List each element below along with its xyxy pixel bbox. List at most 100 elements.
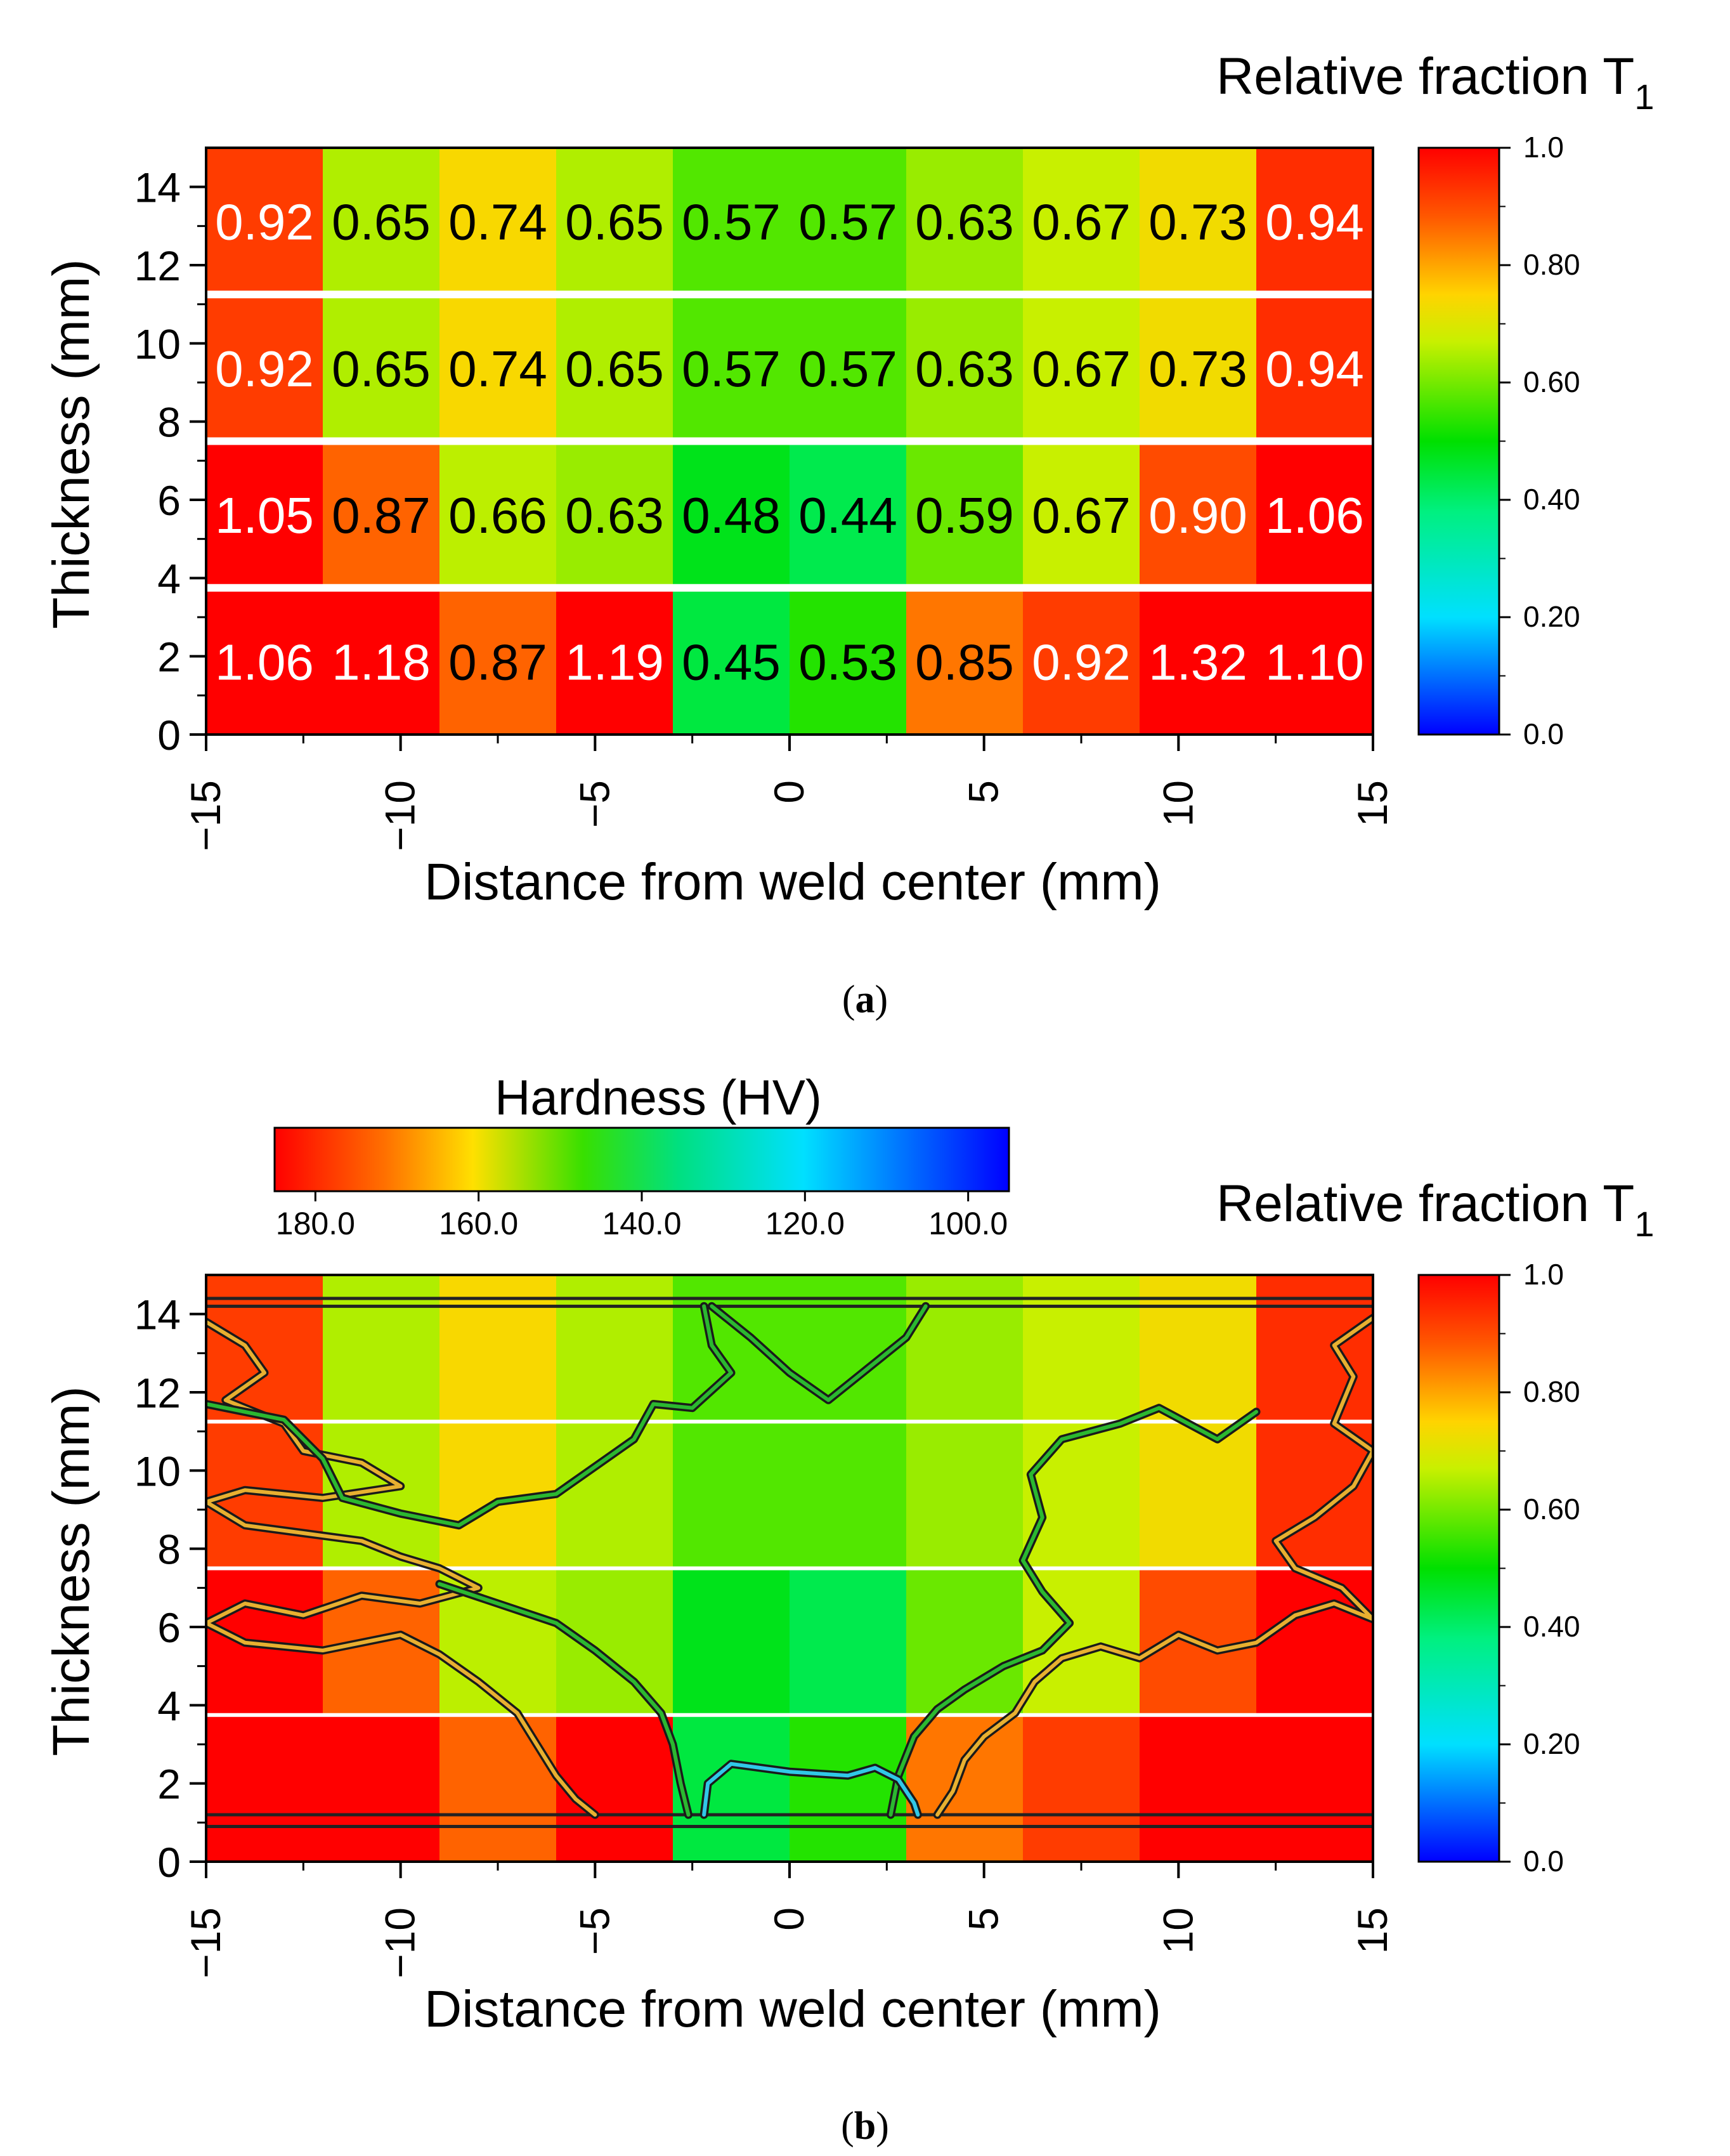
heatmap-cell bbox=[1023, 441, 1140, 589]
hardness-contour-160 bbox=[935, 1316, 1373, 1817]
colorbar-tick-label: 0.60 bbox=[1523, 365, 1580, 398]
x-tick-label: 15 bbox=[1349, 1907, 1396, 1954]
hardness-contours bbox=[206, 1297, 1373, 1828]
heatmap-cell bbox=[556, 587, 673, 735]
x-axis-label-b: Distance from weld center (mm) bbox=[424, 1980, 1161, 2038]
colorbar-a bbox=[1417, 147, 1500, 736]
heatmap-cell bbox=[673, 1715, 790, 1862]
heatmap-cell bbox=[439, 148, 557, 295]
hardness-tick-label: 140.0 bbox=[602, 1206, 681, 1241]
cell-value-label: 0.67 bbox=[1032, 341, 1131, 397]
cell-value-label: 1.10 bbox=[1265, 634, 1364, 690]
hardness-colorbar-ticks: 180.0 160.0 140.0 120.0 100.0 bbox=[276, 1191, 1008, 1241]
x-tick-label: −10 bbox=[377, 780, 424, 851]
y-tick-label: 12 bbox=[134, 242, 181, 289]
cell-value-label: 0.57 bbox=[798, 194, 897, 251]
heatmap-cell bbox=[906, 587, 1024, 735]
hardness-contour-140 bbox=[888, 1406, 1258, 1817]
heatmap-cell bbox=[556, 294, 673, 441]
hardness-tick-label: 120.0 bbox=[765, 1206, 845, 1241]
caption-a: (a) bbox=[842, 978, 888, 1021]
x-tick-label: 5 bbox=[960, 780, 1007, 804]
hardness-bar-title: Hardness (HV) bbox=[495, 1069, 822, 1125]
cell-value-label: 0.59 bbox=[915, 487, 1014, 544]
x-tick-label: −15 bbox=[182, 780, 229, 851]
heatmap-cell bbox=[323, 587, 440, 735]
heatmap-cell bbox=[906, 294, 1024, 441]
x-tick-label: −15 bbox=[182, 1907, 229, 1978]
y-tick-label: 8 bbox=[157, 1526, 181, 1573]
hardness-contour-140 bbox=[438, 1582, 691, 1817]
heatmap-cell bbox=[1023, 148, 1140, 295]
heatmap-cell bbox=[1023, 587, 1140, 735]
cell-value-label: 0.92 bbox=[215, 341, 314, 397]
cell-value-label: 0.94 bbox=[1265, 341, 1364, 397]
y-tick-label: 0 bbox=[157, 712, 181, 759]
colorbar-tick-label: 0.80 bbox=[1523, 1375, 1580, 1408]
hardness-colorbar bbox=[273, 1127, 1010, 1192]
heatmap-cell bbox=[1256, 441, 1374, 589]
heatmap-cell bbox=[556, 1715, 673, 1862]
colorbar-tick-label: 1.0 bbox=[1523, 131, 1564, 164]
colorbar-tick-label: 1.0 bbox=[1523, 1258, 1564, 1291]
y-tick-label: 2 bbox=[157, 634, 181, 681]
panel-a: 0.92 0.65 0.74 0.65 0.57 0.57 0.63 0.67 0.73 0.94… bbox=[42, 48, 1654, 1021]
x-tick-label: 10 bbox=[1154, 780, 1201, 826]
heatmap-cell bbox=[556, 148, 673, 295]
heatmap-cell bbox=[1256, 587, 1374, 735]
cell-value-label: 0.63 bbox=[915, 194, 1014, 251]
heatmap-cell bbox=[206, 441, 323, 589]
heatmap-cell bbox=[439, 1715, 557, 1862]
cell-value-label: 1.06 bbox=[1265, 487, 1364, 544]
heatmap-cell bbox=[206, 148, 323, 295]
panel-b: Hardness (HV) 180.0 160.0 140.0 120.0 100.0 … bbox=[42, 1069, 1654, 2148]
heatmap-cell bbox=[790, 1715, 907, 1862]
caption-b: (b) bbox=[841, 2105, 889, 2148]
cell-value-label: 0.65 bbox=[332, 194, 431, 251]
heatmap-cell bbox=[556, 1421, 673, 1569]
hardness-contour-140 bbox=[710, 1304, 928, 1402]
x-tick-label: 0 bbox=[765, 780, 812, 804]
hardness-tick-label: 160.0 bbox=[439, 1206, 518, 1241]
heatmap-cell bbox=[1140, 441, 1257, 589]
colorbar-tick-label: 0.20 bbox=[1523, 600, 1580, 633]
heatmap-cell bbox=[1256, 294, 1374, 441]
heatmap-a: 0.92 0.65 0.74 0.65 0.57 0.57 0.63 0.67 0.73 0.94… bbox=[206, 148, 1374, 735]
heatmap-cell bbox=[206, 587, 323, 735]
colorbar-title-a: Relative fraction T1 bbox=[1216, 48, 1654, 117]
y-tick-label: 10 bbox=[134, 1447, 181, 1494]
colorbar-tick-label: 0.0 bbox=[1523, 717, 1564, 750]
y-axis-label-b: Thickness (mm) bbox=[42, 1386, 100, 1756]
heatmap-cell bbox=[790, 294, 907, 441]
heatmap-cell bbox=[1256, 148, 1374, 295]
cell-value-label: 0.90 bbox=[1148, 487, 1247, 544]
heatmap-cell bbox=[906, 148, 1024, 295]
axes-b: −15 −10 −5 0 5 10 15 0 2 4 6 8 10 12 14 bbox=[134, 1291, 1396, 1978]
cell-value-label: 0.65 bbox=[565, 341, 664, 397]
heatmap-cell bbox=[1256, 1568, 1374, 1716]
cell-value-label: 0.87 bbox=[448, 634, 547, 690]
y-tick-label: 4 bbox=[157, 555, 181, 602]
cell-value-label: 1.19 bbox=[565, 634, 664, 690]
y-tick-label: 0 bbox=[157, 1839, 181, 1886]
y-tick-label: 14 bbox=[134, 1291, 181, 1338]
hardness-tick-label: 180.0 bbox=[276, 1206, 355, 1241]
heatmap-cell bbox=[1140, 148, 1257, 295]
cell-value-label: 1.18 bbox=[332, 634, 431, 690]
heatmap-cell bbox=[790, 1568, 907, 1716]
cell-value-label: 0.92 bbox=[215, 194, 314, 251]
x-tick-label: 15 bbox=[1349, 780, 1396, 826]
heatmap-cell bbox=[790, 148, 907, 295]
hardness-contour-140 bbox=[206, 1304, 733, 1527]
heatmap-cell bbox=[556, 1568, 673, 1716]
y-axis-label-a: Thickness (mm) bbox=[42, 259, 100, 629]
heatmap-cell bbox=[790, 587, 907, 735]
heatmap-cell bbox=[323, 148, 440, 295]
cell-value-label: 0.63 bbox=[565, 487, 664, 544]
cell-value-label: 0.44 bbox=[798, 487, 897, 544]
colorbar-tick-label: 0.40 bbox=[1523, 1610, 1580, 1643]
heatmap-cell bbox=[1256, 1715, 1374, 1862]
y-tick-label: 6 bbox=[157, 477, 181, 524]
y-tick-label: 6 bbox=[157, 1604, 181, 1651]
y-tick-label: 8 bbox=[157, 399, 181, 446]
